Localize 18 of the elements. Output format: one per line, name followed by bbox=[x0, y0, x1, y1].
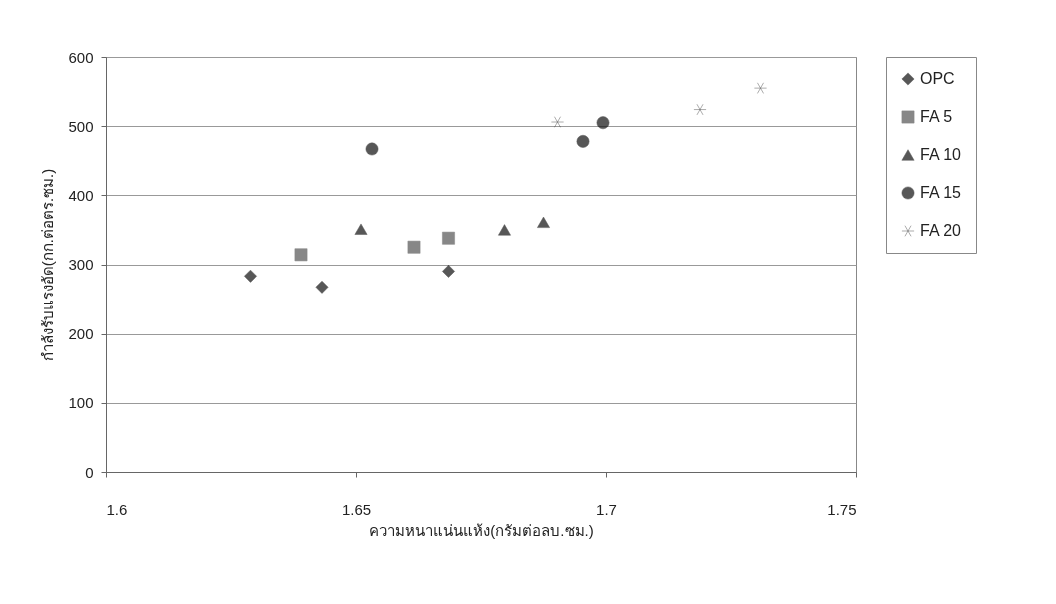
y-tick-label: 400 bbox=[68, 186, 94, 204]
legend-label: OPC bbox=[920, 70, 955, 87]
x-tick-label: 1.6 bbox=[106, 500, 128, 518]
y-tick-label: 100 bbox=[68, 394, 94, 412]
y-tick-label: 600 bbox=[68, 48, 94, 66]
y-tick-label: 300 bbox=[68, 256, 94, 273]
y-tick-label: 200 bbox=[68, 325, 94, 343]
x-tick-label: 1.75 bbox=[827, 500, 857, 518]
x-tick-label: 1.65 bbox=[341, 500, 372, 518]
y-tick-label: 0 bbox=[85, 463, 94, 481]
y-tick-label: 500 bbox=[68, 117, 94, 135]
x-tick-label: 1.7 bbox=[596, 500, 617, 518]
legend-label: FA 20 bbox=[920, 222, 962, 239]
y-axis-title: กำลังรับแรงอัด(กก.ต่อตร.ซม.) bbox=[39, 168, 57, 362]
legend-label: FA 10 bbox=[920, 146, 962, 163]
legend-label: FA 15 bbox=[920, 184, 962, 201]
legend-label: FA 5 bbox=[920, 108, 953, 125]
x-axis-title: ความหนาแน่นแห้ง(กรัมต่อลบ.ซม.) bbox=[369, 521, 594, 539]
